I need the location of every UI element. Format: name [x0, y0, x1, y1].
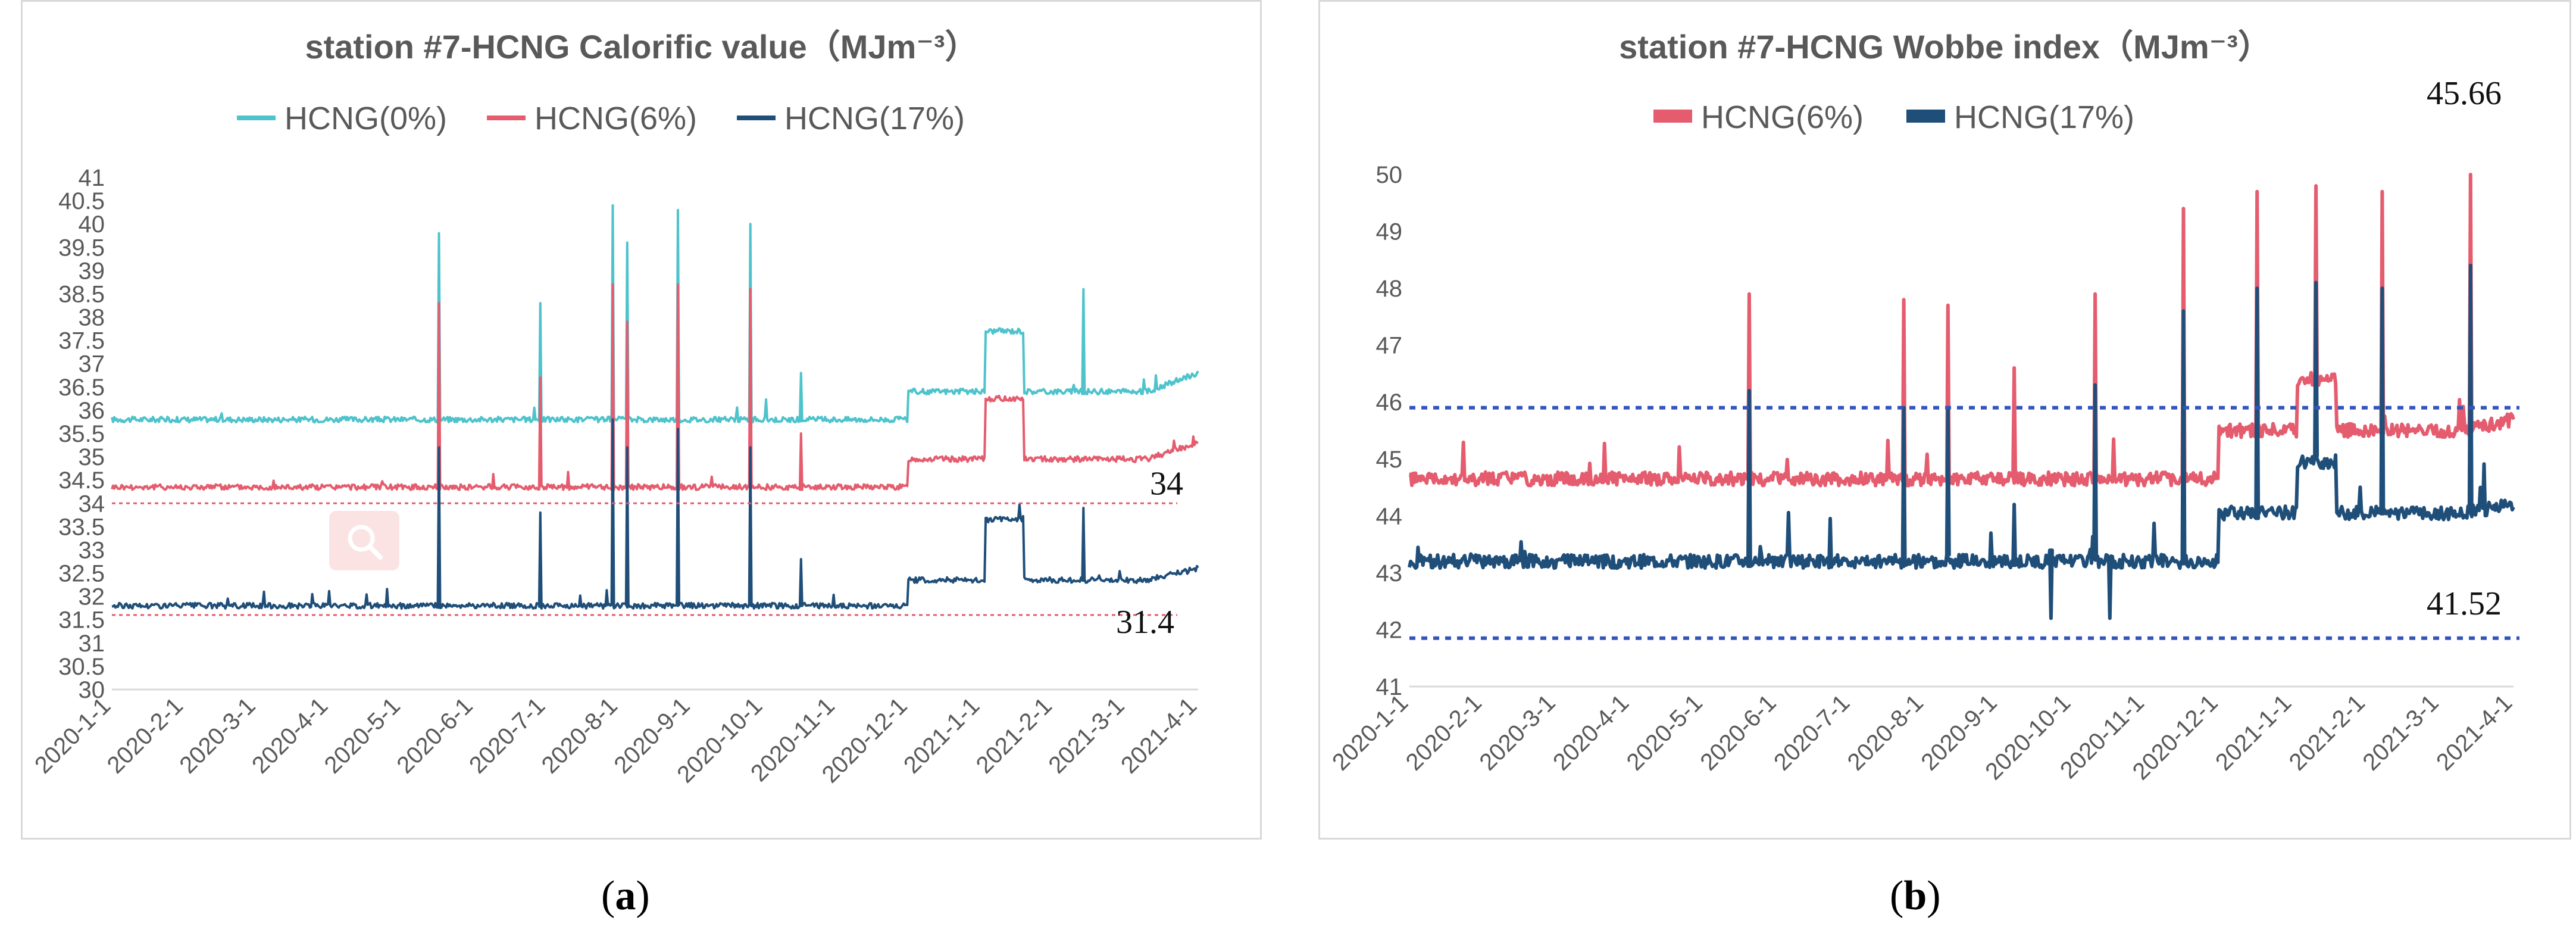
x-tick-label: 2020-1-1	[30, 692, 115, 778]
y-tick-label: 33.5	[58, 514, 105, 540]
chart-b-legend: HCNG(6%) HCNG(17%)	[1653, 99, 2134, 135]
x-tick-label: 2020-8-1	[537, 692, 623, 778]
series-line-1	[1408, 263, 2515, 620]
y-tick-label: 43	[1376, 560, 1403, 587]
x-tick-label: 2021-2-1	[2284, 690, 2370, 775]
y-tick-label: 47	[1376, 333, 1403, 359]
legend-b-label-1: HCNG(17%)	[1954, 99, 2134, 135]
reference-label-0: 45.66	[2427, 75, 2502, 112]
chart-panel-b: station #7-HCNG Wobbe index（MJm⁻³） HCNG(…	[1318, 0, 2571, 840]
y-tick-label: 31	[79, 631, 105, 657]
caption-a-letter: a	[615, 873, 636, 919]
chart-a-x-axis: 2020-1-12020-2-12020-3-12020-4-12020-5-1…	[30, 692, 1202, 788]
chart-a-y-axis: 3030.53131.53232.53333.53434.53535.53636…	[58, 165, 1198, 703]
chart-b-series	[1408, 173, 2515, 620]
series-line-0	[111, 204, 1199, 424]
y-tick-label: 35	[79, 444, 105, 470]
legend-a-label-0: HCNG(0%)	[285, 101, 447, 136]
chart-a-title: station #7-HCNG Calorific value（MJm⁻³）	[305, 28, 978, 65]
x-tick-label: 2020-3-1	[1474, 690, 1560, 775]
caption-b-letter: b	[1903, 873, 1927, 919]
y-tick-label: 36	[79, 398, 105, 424]
series-line-1	[111, 283, 1199, 491]
x-tick-label: 2020-6-1	[392, 692, 477, 778]
y-tick-label: 42	[1376, 617, 1403, 643]
chart-b-x-axis: 2020-1-12020-2-12020-3-12020-4-12020-5-1…	[1327, 690, 2517, 785]
x-tick-label: 2020-3-1	[174, 692, 260, 778]
y-tick-label: 40	[79, 211, 105, 238]
y-tick-label: 46	[1376, 389, 1403, 416]
chart-b-reference-lines: 45.66 41.52	[1409, 75, 2519, 640]
x-tick-label: 2021-2-1	[971, 692, 1057, 778]
y-tick-label: 30	[79, 677, 105, 703]
x-tick-label: 2020-2-1	[102, 692, 188, 778]
y-tick-label: 38.5	[58, 281, 105, 307]
chart-a-series	[111, 204, 1199, 610]
y-tick-label: 32.5	[58, 561, 105, 587]
x-tick-label: 2021-1-1	[2211, 690, 2296, 775]
x-tick-label: 2021-4-1	[1116, 692, 1202, 778]
x-tick-label: 2020-1-1	[1327, 690, 1413, 775]
chart-a-reference-lines: 34 31.4	[112, 465, 1183, 641]
x-tick-label: 2021-3-1	[2358, 690, 2443, 775]
y-tick-label: 34	[79, 491, 105, 517]
chart-b-title: station #7-HCNG Wobbe index（MJm⁻³）	[1619, 28, 2271, 65]
series-line-0	[1409, 173, 2515, 488]
x-tick-label: 2020-4-1	[1548, 690, 1634, 775]
y-tick-label: 44	[1376, 503, 1403, 529]
x-tick-label: 2020-4-1	[247, 692, 333, 778]
x-tick-label: 2020-2-1	[1401, 690, 1487, 775]
y-tick-label: 48	[1376, 276, 1403, 302]
y-tick-label: 33	[79, 537, 105, 563]
y-tick-label: 36.5	[58, 375, 105, 401]
chart-panel-a: station #7-HCNG Calorific value（MJm⁻³） H…	[21, 0, 1262, 840]
y-tick-label: 45	[1376, 447, 1403, 473]
y-tick-label: 32	[79, 584, 105, 610]
chart-a: station #7-HCNG Calorific value（MJm⁻³） H…	[30, 28, 1202, 788]
chart-a-legend: HCNG(0%) HCNG(6%) HCNG(17%)	[237, 101, 965, 136]
x-tick-label: 2021-3-1	[1043, 692, 1129, 778]
chart-b-y-axis: 41 42 43 44 45 46 47 48 49 50	[1376, 162, 2514, 700]
caption-a: (a)	[601, 873, 650, 919]
y-tick-label: 39	[79, 258, 105, 284]
y-tick-label: 30.5	[58, 654, 105, 680]
chart-b: station #7-HCNG Wobbe index（MJm⁻³） HCNG(…	[1327, 28, 2519, 785]
x-tick-label: 2020-5-1	[320, 692, 405, 778]
reference-label-0: 34	[1150, 465, 1183, 502]
y-tick-label: 31.5	[58, 607, 105, 634]
x-tick-label: 2020-6-1	[1695, 690, 1781, 775]
series-line-2	[111, 418, 1199, 610]
y-tick-label: 39.5	[58, 235, 105, 261]
x-tick-label: 2020-8-1	[1843, 690, 1928, 775]
y-tick-label: 34.5	[58, 467, 105, 494]
y-tick-label: 50	[1376, 162, 1403, 188]
reference-label-1: 41.52	[2427, 585, 2502, 622]
y-tick-label: 37.5	[58, 328, 105, 354]
x-tick-label: 2021-1-1	[899, 692, 984, 778]
x-tick-label: 2020-7-1	[1769, 690, 1855, 775]
y-tick-label: 40.5	[58, 188, 105, 214]
legend-b-label-0: HCNG(6%)	[1701, 99, 1864, 135]
y-tick-label: 41	[1376, 674, 1403, 700]
y-tick-label: 38	[79, 305, 105, 331]
x-tick-label: 2021-4-1	[2431, 690, 2517, 775]
search-icon[interactable]	[329, 511, 399, 570]
legend-a-label-1: HCNG(6%)	[534, 101, 697, 136]
x-tick-label: 2020-5-1	[1622, 690, 1708, 775]
reference-label-1: 31.4	[1116, 604, 1174, 641]
y-tick-label: 49	[1376, 219, 1403, 245]
x-tick-label: 2020-7-1	[464, 692, 550, 778]
caption-b: (b)	[1890, 873, 1941, 919]
legend-a-label-2: HCNG(17%)	[784, 101, 965, 136]
y-tick-label: 41	[79, 165, 105, 191]
y-tick-label: 37	[79, 351, 105, 378]
y-tick-label: 35.5	[58, 421, 105, 447]
